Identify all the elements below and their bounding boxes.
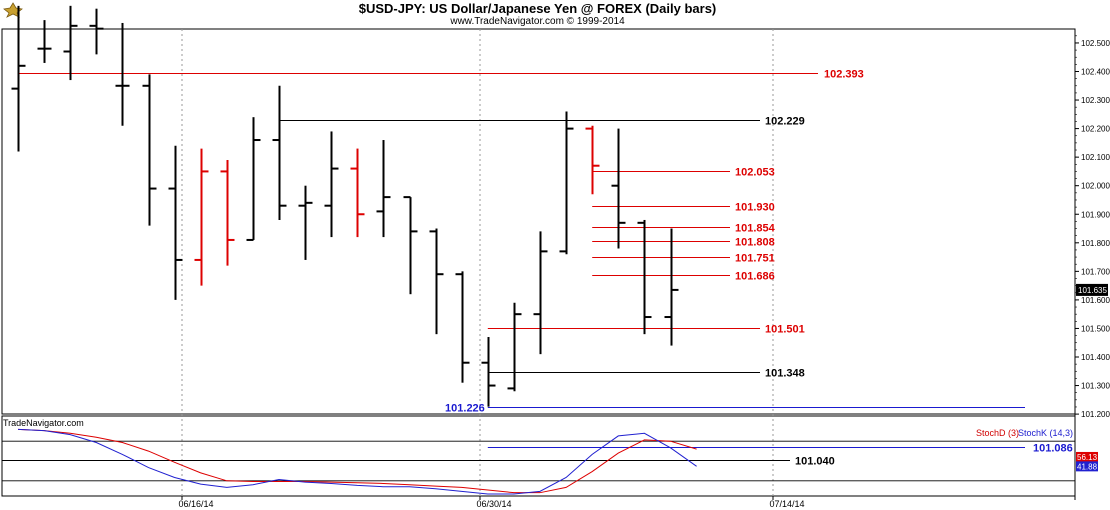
stochd-legend: StochD (3) (976, 428, 1020, 438)
tradenavigator-logo-icon (3, 2, 23, 18)
ohlc-bar (63, 5, 78, 81)
stochk-legend: StochK (14,3) (1018, 428, 1074, 438)
ohlc-bar (429, 228, 444, 335)
ohlc-bar (194, 148, 209, 286)
y-tick-label: 101.700 (1081, 267, 1110, 276)
stoch-value-label: 41.88 (1077, 462, 1098, 471)
ohlc-bar (376, 140, 391, 238)
ohlc-bar (664, 228, 679, 346)
chart-subtitle: www.TradeNavigator.com © 1999-2014 (450, 16, 625, 27)
ohlc-bar (559, 111, 574, 255)
ohlc-bar (220, 160, 235, 266)
y-tick-label: 101.800 (1081, 239, 1110, 248)
price-level-label: 101.686 (735, 271, 775, 283)
y-tick-label: 102.400 (1081, 68, 1110, 77)
ohlc-bar (481, 337, 496, 407)
price-level-label: 102.229 (765, 116, 805, 128)
y-tick-label: 101.900 (1081, 210, 1110, 219)
y-tick-label: 102.200 (1081, 125, 1110, 134)
y-tick-label: 101.500 (1081, 324, 1110, 333)
ohlc-bar (403, 196, 418, 295)
stoch-value-label: 56.13 (1077, 453, 1098, 462)
price-level-label: 101.930 (735, 202, 775, 214)
stochk-line (17, 428, 697, 495)
y-tick-label: 102.000 (1081, 182, 1110, 191)
y-tick-label: 101.300 (1081, 382, 1110, 391)
last-price-label: 101.635 (1078, 286, 1107, 295)
price-level-label: 101.348 (765, 368, 805, 380)
ohlc-bar (533, 231, 548, 355)
price-pane-frame (1, 28, 1076, 415)
price-level-label: 102.053 (735, 167, 775, 179)
stochd-line (17, 428, 697, 494)
y-tick-label: 101.200 (1081, 410, 1110, 419)
ohlc-bar (142, 74, 157, 226)
ohlc-bar (585, 125, 600, 195)
ohlc-bar (298, 185, 313, 260)
last-price-box (1076, 283, 1108, 296)
stoch-value-box (1076, 461, 1098, 472)
y-tick-label: 101.400 (1081, 353, 1110, 362)
chart-title: $USD-JPY: US Dollar/Japanese Yen @ FOREX… (358, 1, 717, 16)
stoch-value-box (1076, 451, 1098, 462)
ohlc-bar (455, 271, 470, 383)
stochastic-pane-frame (1, 415, 1076, 497)
price-level-label: 101.086 (1033, 443, 1073, 455)
y-tick-label: 101.600 (1081, 296, 1110, 305)
x-tick-label: 06/16/14 (178, 499, 213, 509)
x-tick-label: 07/14/14 (769, 499, 804, 509)
ohlc-bar (507, 302, 522, 392)
ohlc-bar (246, 117, 261, 241)
x-tick-label: 06/30/14 (476, 499, 511, 509)
price-level-label: 101.226 (445, 403, 485, 415)
price-level-label: 101.751 (735, 253, 775, 265)
ohlc-bar (611, 128, 626, 249)
y-tick-label: 102.500 (1081, 39, 1110, 48)
ohlc-bar (89, 8, 104, 55)
price-level-label: 102.393 (824, 69, 864, 81)
ohlc-bar (324, 131, 339, 238)
ohlc-bar (37, 20, 52, 63)
ohlc-bar (168, 145, 183, 300)
price-level-label: 101.040 (795, 456, 835, 468)
ohlc-bar (115, 22, 130, 126)
y-tick-label: 102.300 (1081, 96, 1110, 105)
price-level-label: 101.854 (735, 223, 776, 235)
price-level-label: 101.501 (765, 324, 805, 336)
ohlc-bar (350, 148, 365, 238)
ohlc-bar (272, 85, 287, 220)
ohlc-bar (637, 219, 652, 335)
indicator-pane-label: TradeNavigator.com (3, 418, 84, 428)
ohlc-bar (11, 5, 26, 152)
y-tick-label: 102.100 (1081, 153, 1110, 162)
price-level-label: 101.808 (735, 237, 775, 249)
